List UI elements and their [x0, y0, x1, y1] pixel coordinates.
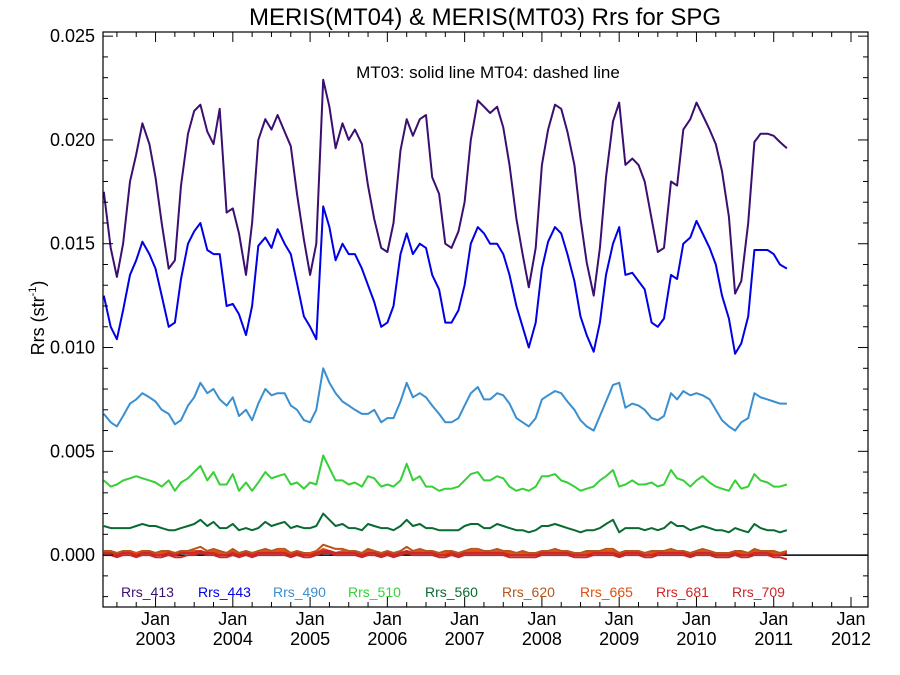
- legend-item-rrs-620: Rrs_620: [502, 584, 555, 600]
- x-tick-month-label: Jan: [141, 609, 170, 629]
- series-line-rrs-620: [103, 543, 788, 554]
- plot-layer: 0.0000.0050.0100.0150.0200.025Jan2003Jan…: [50, 26, 871, 649]
- x-tick-month-label: Jan: [527, 609, 556, 629]
- series-line-rrs-413: [102, 78, 788, 297]
- x-tick-month-label: Jan: [373, 609, 402, 629]
- legend-item-rrs-510: Rrs_510: [348, 584, 401, 600]
- y-axis-label-main: Rrs (str: [28, 296, 48, 355]
- legend-item-rrs-560: Rrs_560: [425, 584, 478, 600]
- x-tick-year-label: 2003: [136, 629, 176, 649]
- series-line-rrs-443: [102, 205, 788, 355]
- x-tick-year-label: 2007: [445, 629, 485, 649]
- legend-item-rrs-709: Rrs_709: [732, 584, 785, 600]
- legend-item-rrs-443: Rrs_443: [198, 584, 251, 600]
- x-tick-year-label: 2010: [676, 629, 716, 649]
- plot-frame: [102, 31, 869, 608]
- series-line-rrs-681: [103, 550, 788, 557]
- series-line-rrs-510: [103, 454, 788, 492]
- chart-title: MERIS(MT04) & MERIS(MT03) Rrs for SPG: [249, 4, 721, 31]
- x-tick-month-label: Jan: [759, 609, 788, 629]
- x-tick-year-label: 2004: [213, 629, 253, 649]
- series-line-rrs-665: [103, 547, 788, 557]
- y-tick-label: 0.020: [50, 130, 95, 150]
- x-tick-month-label: Jan: [296, 609, 325, 629]
- x-tick-year-label: 2009: [599, 629, 639, 649]
- legend-item-rrs-490: Rrs_490: [273, 584, 326, 600]
- x-tick-year-label: 2011: [754, 629, 793, 649]
- series-line-rrs-560: [103, 512, 788, 534]
- x-tick-month-label: Jan: [605, 609, 634, 629]
- legend-item-rrs-665: Rrs_665: [580, 584, 633, 600]
- legend-item-rrs-413: Rrs_413: [121, 584, 174, 600]
- x-tick-year-label: 2006: [367, 629, 407, 649]
- y-tick-label: 0.010: [50, 338, 95, 358]
- x-tick-month-label: Jan: [450, 609, 479, 629]
- x-tick-year-label: 2005: [290, 629, 330, 649]
- y-axis-label: Rrs (str-1): [27, 281, 48, 356]
- series-line-rrs-709: [103, 552, 788, 561]
- y-tick-label: 0.000: [50, 545, 95, 565]
- series-line-rrs-490: [103, 367, 787, 432]
- y-axis-label-sup: -1: [27, 287, 39, 297]
- y-axis-label-close: ): [28, 281, 48, 287]
- x-tick-month-label: Jan: [836, 609, 865, 629]
- x-tick-year-label: 2012: [831, 629, 871, 649]
- legend-item-rrs-681: Rrs_681: [656, 584, 709, 600]
- y-tick-label: 0.005: [50, 441, 95, 461]
- x-tick-year-label: 2008: [522, 629, 562, 649]
- x-tick-month-label: Jan: [682, 609, 711, 629]
- y-tick-label: 0.015: [50, 234, 95, 254]
- x-tick-month-label: Jan: [218, 609, 247, 629]
- chart-annotation: MT03: solid line MT04: dashed line: [356, 63, 620, 82]
- y-tick-label: 0.025: [50, 26, 95, 46]
